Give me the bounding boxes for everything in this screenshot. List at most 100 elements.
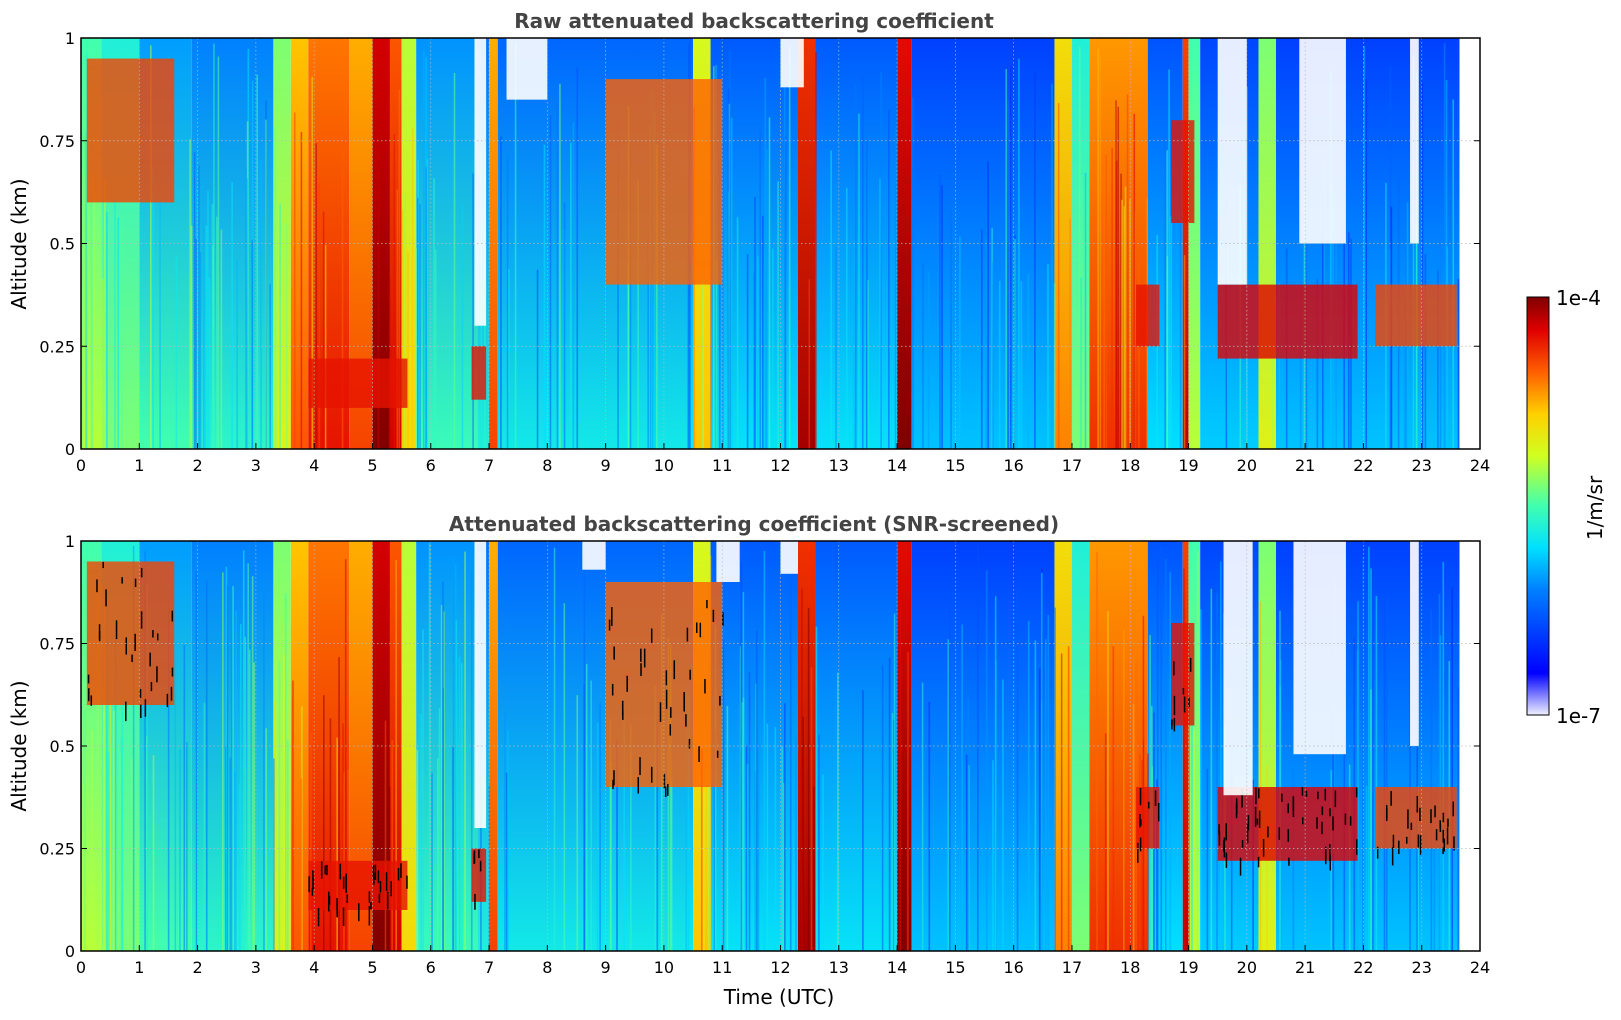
heatmap-streak: [670, 779, 673, 951]
heatmap-streak: [342, 723, 344, 951]
heatmap-streak: [251, 240, 254, 449]
heatmap-streak: [347, 769, 350, 951]
heatmap-streak: [630, 724, 632, 951]
screened-pixel: [1329, 854, 1332, 871]
heatmap-streak: [1124, 186, 1127, 449]
x-tick-label: 20: [1237, 456, 1257, 475]
screened-pixel: [374, 864, 377, 880]
heatmap-streak: [1105, 154, 1108, 449]
heatmap-streak: [217, 56, 220, 449]
y-tick-label: 0.75: [39, 635, 75, 654]
heatmap-streak: [572, 122, 575, 449]
heatmap-streak: [536, 269, 539, 449]
heatmap-streak: [265, 119, 267, 449]
heatmap-streak: [1018, 58, 1020, 449]
heatmap-streak: [186, 742, 188, 951]
heatmap-streak: [101, 278, 104, 449]
heatmap-streak: [438, 708, 441, 951]
heatmap-streak: [1170, 216, 1172, 449]
screened-pixel: [368, 906, 371, 926]
heatmap-streak: [231, 182, 233, 449]
heatmap-streak: [1084, 172, 1087, 449]
heatmap-streak: [596, 722, 599, 951]
heatmap-streak: [1097, 48, 1099, 450]
heatmap-streak: [324, 244, 327, 449]
x-tick-label: 19: [1178, 456, 1198, 475]
y-tick-label: 0.75: [39, 132, 75, 151]
heatmap-streak: [230, 598, 233, 951]
heatmap-layer: [1171, 120, 1195, 223]
heatmap-streak: [190, 225, 193, 449]
x-tick-label: 8: [542, 456, 552, 475]
heatmap-streak: [888, 657, 891, 951]
screened-pixel: [170, 686, 173, 701]
x-tick-label: 7: [484, 958, 494, 977]
x-tick-label: 18: [1120, 456, 1140, 475]
screened-pixel: [1453, 836, 1455, 851]
heatmap-streak: [452, 746, 454, 951]
x-tick-label: 3: [251, 958, 261, 977]
heatmap-streak: [1437, 270, 1439, 449]
heatmap-streak: [1147, 753, 1149, 951]
heatmap-streak: [1329, 70, 1332, 450]
heatmap-streak: [404, 192, 407, 449]
screened-pixel: [611, 683, 614, 696]
y-tick-label: 0: [65, 440, 75, 459]
screened-pixel: [640, 663, 642, 677]
heatmap-streak: [950, 210, 952, 449]
screened-pixel: [659, 702, 662, 722]
heatmap-streak: [947, 639, 950, 951]
heatmap-streak: [1132, 704, 1135, 951]
heatmap-layer: [308, 358, 408, 408]
heatmap-streak: [1166, 256, 1169, 449]
heatmap-streak: [1385, 598, 1388, 951]
colorbar-min-label: 1e-7: [1556, 704, 1601, 728]
screened-pixel: [1446, 827, 1449, 845]
heatmap-column: [797, 541, 816, 951]
screened-pixel: [1140, 819, 1142, 826]
x-tick-label: 22: [1353, 456, 1373, 475]
screened-pixel: [704, 678, 706, 694]
screened-pixel: [1254, 807, 1257, 827]
heatmap-streak: [907, 652, 909, 951]
screened-pixel: [152, 630, 154, 638]
screened-pixel: [1139, 813, 1141, 828]
heatmap-streak: [1057, 102, 1060, 449]
screened-pixel: [1316, 817, 1318, 829]
heatmap-streak: [1007, 102, 1009, 449]
heatmap-streak: [961, 624, 963, 951]
heatmap-streak: [585, 663, 588, 951]
heatmap-streak: [881, 664, 884, 951]
screened-pixel: [339, 863, 342, 880]
screened-pixel: [317, 908, 320, 927]
heatmap-streak: [338, 657, 340, 951]
heatmap-streak: [395, 560, 397, 951]
heatmap-streak: [853, 241, 856, 449]
panel-raw-backscatter: Raw attenuated backscattering coefficien…: [7, 9, 1490, 475]
heatmap-streak: [559, 83, 561, 450]
heatmap-streak: [858, 113, 860, 449]
heatmap-streak: [205, 580, 208, 951]
screened-pixel: [1139, 837, 1142, 852]
heatmap-streak: [795, 735, 797, 951]
screened-pixel: [1324, 846, 1327, 865]
heatmap-streak: [103, 606, 106, 951]
heatmap-streak: [398, 89, 401, 450]
heatmap-streak: [442, 687, 444, 951]
screened-pixel: [1442, 847, 1444, 855]
x-tick-label: 3: [251, 456, 261, 475]
screened-pixel: [87, 674, 90, 684]
heatmap-streak: [117, 217, 120, 449]
heatmap-streak: [740, 562, 743, 951]
heatmap-streak: [610, 761, 612, 951]
heatmap-streak: [396, 189, 399, 449]
screened-pixel: [1222, 840, 1225, 852]
screened-pixel: [643, 648, 646, 668]
screened-pixel: [171, 610, 174, 622]
heatmap-streak: [556, 103, 559, 450]
heatmap-streak: [460, 663, 463, 951]
screened-pixel: [1241, 789, 1243, 808]
x-tick-label: 17: [1062, 456, 1082, 475]
heatmap-streak: [1451, 587, 1454, 951]
heatmap-streak: [1115, 100, 1117, 450]
